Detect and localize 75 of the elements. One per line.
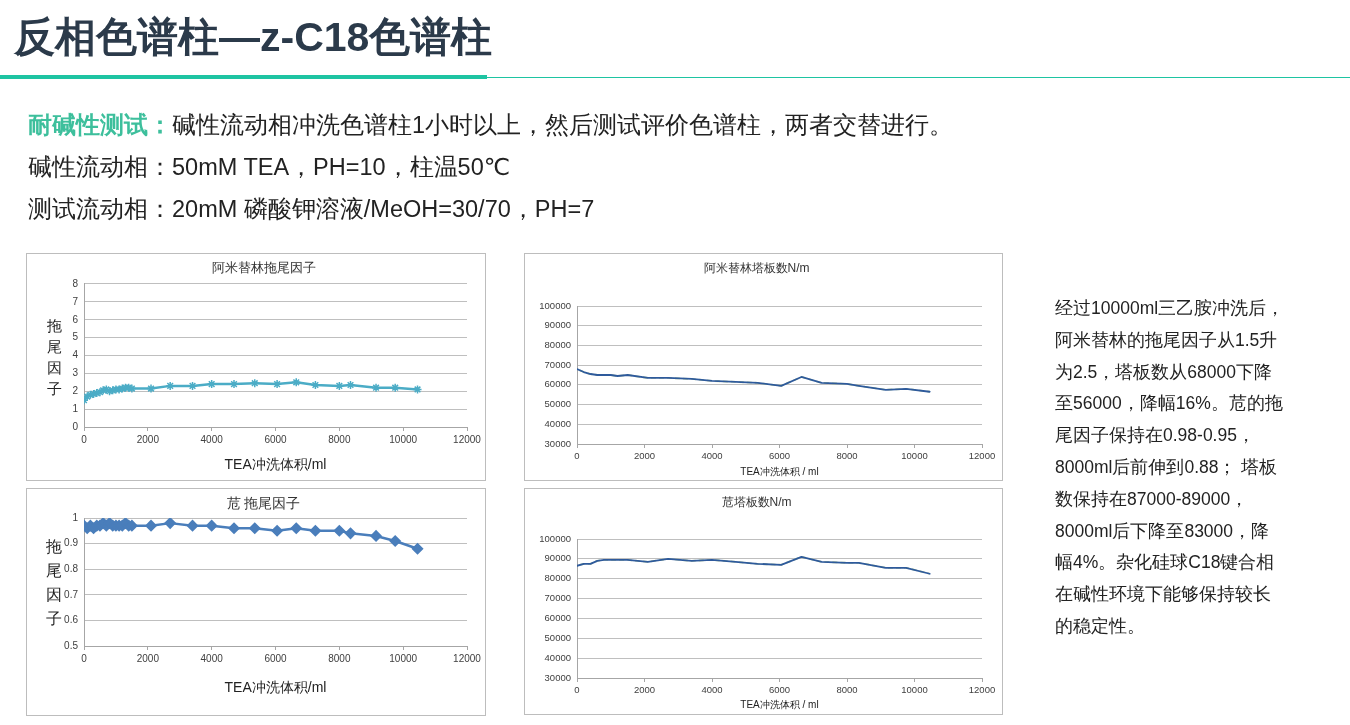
x-tick-label: 0 (574, 684, 580, 696)
x-tick-label: 6000 (264, 433, 288, 445)
x-tick-label: 8000 (328, 652, 351, 664)
chart-title: 阿米替林拖尾因子 (211, 259, 316, 275)
y-tick-label: 100000 (539, 299, 571, 311)
y-tick-label: 0.6 (64, 614, 79, 626)
chart-title: 苊 拖尾因子 (226, 494, 301, 511)
x-axis-title: TEA冲洗体积/ml (224, 455, 327, 472)
y-tick-label: 0 (72, 420, 79, 432)
chart-title: 阿米替林塔板数N/m (703, 261, 810, 276)
x-tick-label: 0 (81, 433, 88, 445)
x-tick-label: 10000 (389, 433, 418, 445)
x-tick-label: 8000 (328, 433, 351, 445)
text: 耐碱性测试： (28, 112, 172, 138)
x-tick-label: 2000 (136, 652, 160, 664)
text: 碱性流动相：50mM TEA，PH=10，柱温50℃ (28, 153, 511, 181)
x-axis-title: TEA冲洗体积 / ml (740, 465, 819, 477)
y-tick-label: 0.5 (64, 639, 79, 651)
text: 碱性流动相冲洗色谱柱1小时以上，然后测试评价色谱柱，两者交替进行。 (172, 112, 954, 138)
x-tick-label: 12000 (968, 450, 996, 462)
x-tick-label: 12000 (453, 433, 482, 445)
y-tick-label: 60000 (544, 378, 571, 390)
text: 测试流动相：20mM 磷酸钾溶液/MeOH=30/70，PH=7 (28, 195, 595, 223)
y-tick-label: 2 (72, 385, 79, 396)
x-tick-label: 8000 (836, 684, 858, 696)
y-tick-label: 1 (72, 402, 79, 414)
x-tick-label: 4000 (701, 450, 723, 462)
y-tick-label: 40000 (544, 651, 571, 663)
y-axis-title: 拖尾因子 (45, 537, 63, 629)
y-tick-label: 90000 (544, 319, 571, 331)
x-tick-label: 10000 (901, 450, 928, 462)
y-tick-label: 70000 (544, 592, 571, 604)
x-tick-label: 2000 (633, 450, 656, 462)
x-tick-label: 0 (574, 450, 580, 462)
y-tick-label: 70000 (544, 358, 571, 370)
x-tick-label: 2000 (633, 684, 656, 696)
y-tick-label: 5 (72, 331, 79, 343)
x-tick-label: 6000 (264, 652, 288, 664)
y-tick-label: 0.7 (64, 588, 79, 600)
y-tick-label: 0.8 (64, 562, 79, 574)
x-tick-label: 6000 (768, 684, 791, 696)
y-tick-label: 4 (72, 349, 79, 361)
y-tick-label: 80000 (544, 572, 571, 584)
x-tick-label: 12000 (453, 652, 482, 664)
y-tick-label: 50000 (544, 631, 571, 643)
y-tick-label: 40000 (544, 417, 571, 429)
text: 经过10000ml三乙胺冲洗后，阿米替林的拖尾因子从1.5升为2.5，塔板数从68000下降至56000，降幅16%。苊的拖尾因子保持在0.98-0.95，8000ml后前伸到0.88； 塔板数保持在87000-89000，8000ml后下降至83000，降幅4%。杂化硅球C18键合相在碱性环境下能够保持较长的稳定性。 (1055, 298, 1285, 636)
y-tick-label: 80000 (544, 339, 571, 351)
x-tick-label: 2000 (136, 433, 160, 445)
chart-title: 苊塔板数N/m (721, 495, 792, 510)
x-tick-label: 4000 (200, 652, 224, 664)
x-tick-label: 12000 (968, 684, 996, 696)
y-tick-label: 6 (72, 313, 79, 325)
x-axis-title: TEA冲洗体积/ml (224, 678, 327, 695)
y-tick-label: 50000 (544, 398, 571, 410)
x-tick-label: 0 (81, 652, 88, 664)
y-axis-title: 拖尾因子 (46, 315, 62, 399)
y-tick-label: 0.9 (64, 537, 79, 549)
x-tick-label: 6000 (768, 450, 791, 462)
y-tick-label: 30000 (544, 437, 571, 449)
y-tick-label: 90000 (544, 552, 571, 564)
x-tick-label: 4000 (701, 684, 723, 696)
y-tick-label: 100000 (539, 532, 571, 544)
y-tick-label: 8 (72, 277, 79, 289)
x-tick-label: 10000 (389, 652, 418, 664)
y-tick-label: 3 (72, 367, 79, 379)
y-tick-label: 1 (72, 511, 79, 523)
y-tick-label: 60000 (544, 612, 571, 624)
y-tick-label: 7 (72, 295, 79, 307)
x-tick-label: 4000 (200, 433, 224, 445)
y-tick-label: 30000 (544, 671, 571, 683)
x-tick-label: 8000 (836, 450, 858, 462)
x-tick-label: 10000 (901, 684, 928, 696)
x-axis-title: TEA冲洗体积 / ml (740, 698, 819, 710)
text: 反相色谱柱—z-C18色谱柱 (14, 13, 493, 62)
